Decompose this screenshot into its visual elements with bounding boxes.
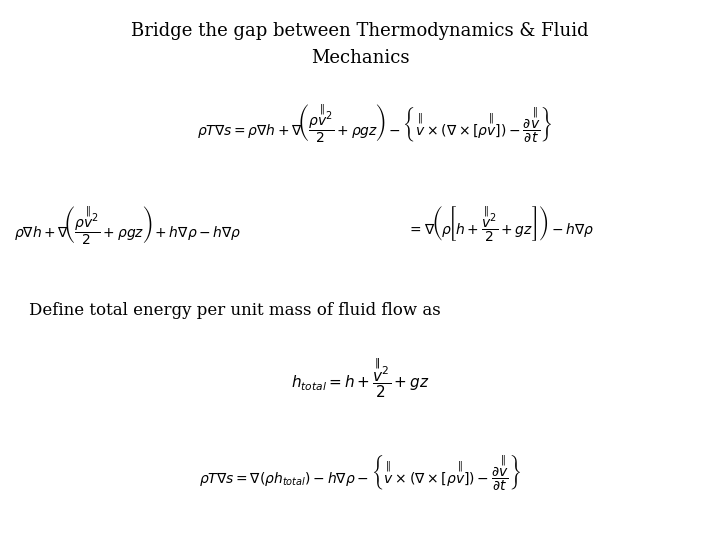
Text: Bridge the gap between Thermodynamics & Fluid: Bridge the gap between Thermodynamics & … [131, 22, 589, 39]
Text: Define total energy per unit mass of fluid flow as: Define total energy per unit mass of flu… [29, 302, 441, 319]
Text: $\rho\nabla h + \nabla\!\left(\dfrac{\rho \overset{\|}{v}^2}{2} + \rho gz\right): $\rho\nabla h + \nabla\!\left(\dfrac{\rh… [14, 205, 242, 248]
Text: Mechanics: Mechanics [311, 49, 409, 66]
Text: $h_{total} = h + \dfrac{\overset{\|}{v}^2}{2} + gz$: $h_{total} = h + \dfrac{\overset{\|}{v}^… [291, 356, 429, 400]
Text: $\rho T\nabla s = \rho\nabla h + \nabla\!\left(\dfrac{\rho \overset{\|}{v}^2}{2}: $\rho T\nabla s = \rho\nabla h + \nabla\… [197, 103, 552, 146]
Text: $= \nabla\!\left(\rho\!\left[h + \dfrac{\overset{\|}{v}^2}{2} + gz\right]\right): $= \nabla\!\left(\rho\!\left[h + \dfrac{… [407, 205, 594, 245]
Text: $\rho T\nabla s = \nabla(\rho h_{total}) - h\nabla\rho - \left\{\overset{\|}{v}\: $\rho T\nabla s = \nabla(\rho h_{total})… [199, 454, 521, 494]
